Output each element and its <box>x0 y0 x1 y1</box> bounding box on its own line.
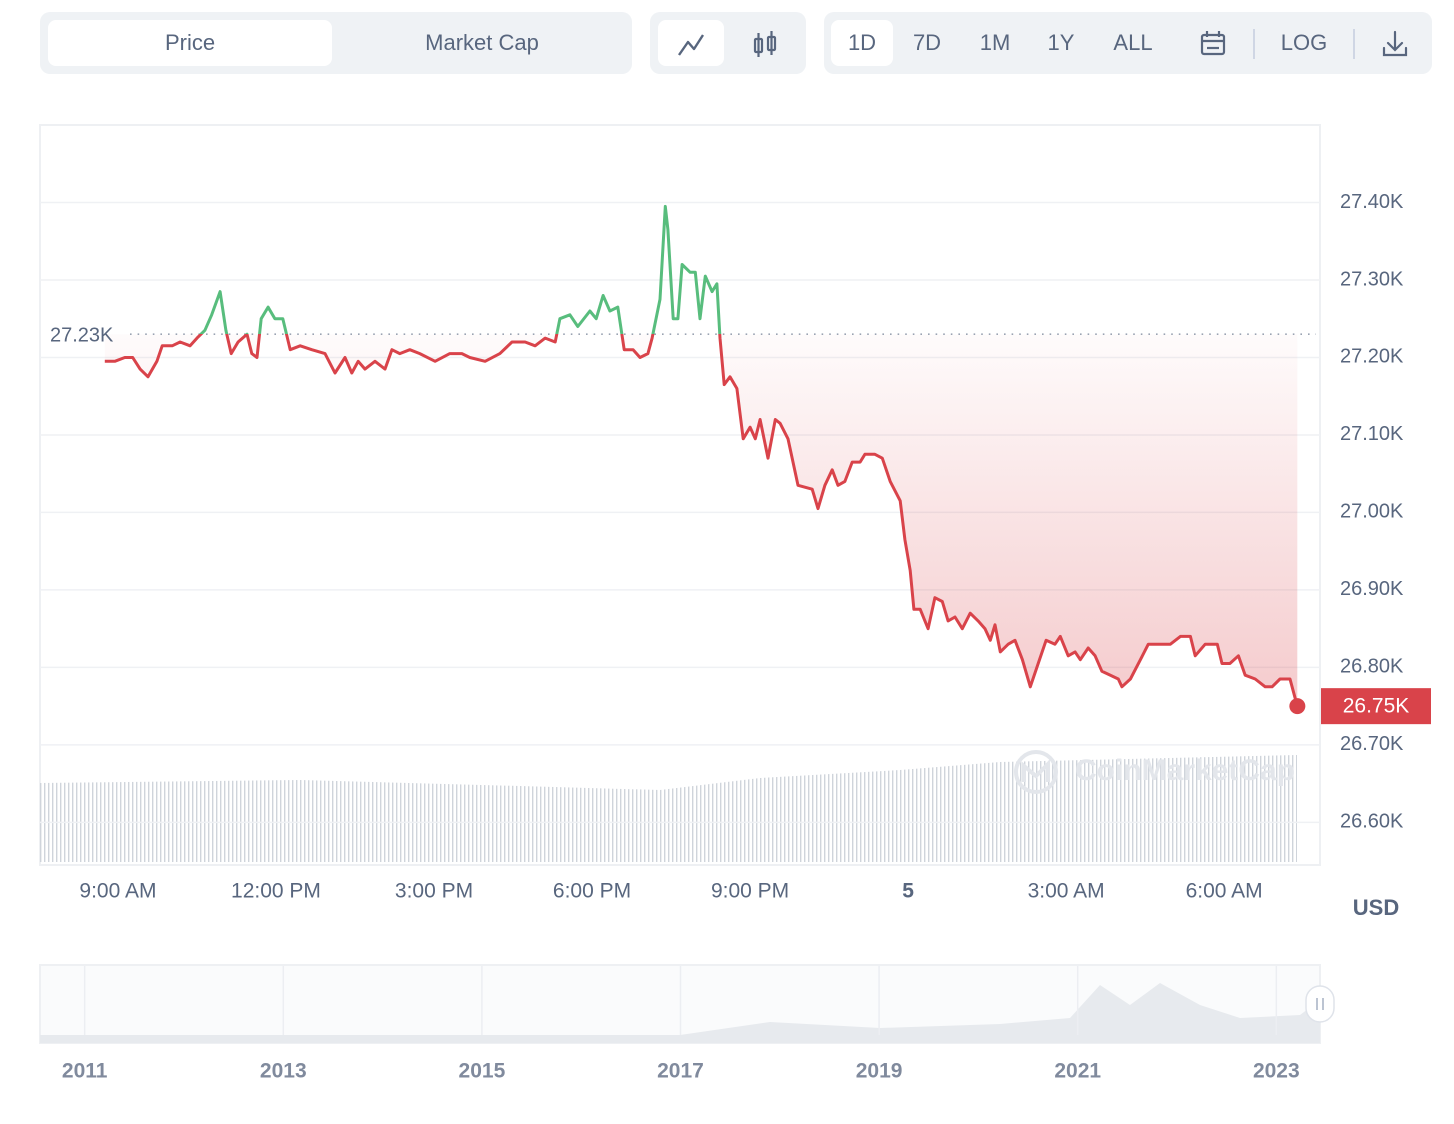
navigator-year: 2021 <box>1054 1060 1101 1083</box>
handle-grip <box>1316 998 1324 1010</box>
navigator-year: 2013 <box>260 1060 307 1083</box>
log-toggle[interactable]: LOG <box>1281 30 1327 55</box>
watermark: CoinMarketCap <box>1075 754 1295 787</box>
candle-icon[interactable] <box>753 31 777 57</box>
navigator-year: 2017 <box>657 1060 704 1083</box>
current-price-label: 26.75K <box>1343 695 1410 718</box>
last-point <box>1289 698 1306 715</box>
x-tick-label: 6:00 AM <box>1186 880 1263 903</box>
range-switch <box>824 12 1432 74</box>
line-chart-button[interactable] <box>658 20 724 66</box>
navigator-year: 2015 <box>459 1060 506 1083</box>
y-tick-label: 26.90K <box>1340 578 1404 600</box>
current-price-tag <box>1321 688 1431 725</box>
x-tick-label: 12:00 PM <box>231 880 321 903</box>
y-tick-label: 27.40K <box>1340 191 1404 213</box>
range-selected[interactable] <box>831 20 893 66</box>
mode-price[interactable]: Price <box>165 30 215 55</box>
range-all[interactable]: ALL <box>1113 30 1152 55</box>
x-tick-label: 3:00 PM <box>395 880 473 903</box>
watermark-logo <box>1014 750 1058 794</box>
x-tick-label: 6:00 PM <box>553 880 631 903</box>
mode-market-cap[interactable]: Market Cap <box>425 30 539 55</box>
currency-label: USD <box>1353 895 1399 920</box>
x-tick-label: 5 <box>902 880 914 903</box>
range-7d[interactable]: 7D <box>913 30 941 55</box>
download-icon[interactable] <box>1382 30 1408 57</box>
range-1y[interactable]: 1Y <box>1048 30 1075 55</box>
x-tick-label: 9:00 AM <box>79 880 156 903</box>
y-tick-label: 26.60K <box>1340 811 1404 833</box>
line-icon <box>678 34 705 56</box>
y-tick-label: 27.10K <box>1340 423 1404 445</box>
volume-bars <box>40 755 1297 862</box>
area-below-reference <box>104 334 1298 707</box>
plot-frame <box>39 124 1321 866</box>
navigator-handle[interactable] <box>1305 985 1335 1023</box>
navigator-year: 2011 <box>62 1060 108 1083</box>
reference-label: 27.23K <box>50 324 114 346</box>
x-tick-label: 9:00 PM <box>711 880 789 903</box>
calendar-icon[interactable] <box>1200 31 1226 56</box>
y-tick-label: 26.80K <box>1340 656 1404 678</box>
y-tick-label: 27.30K <box>1340 268 1404 290</box>
mode-selected[interactable] <box>48 20 332 66</box>
y-tick-label: 27.00K <box>1340 501 1404 523</box>
range-1d[interactable]: 1D <box>848 30 876 55</box>
price-line <box>104 204 1299 707</box>
y-tick-label: 26.70K <box>1340 733 1404 755</box>
navigator-year: 2023 <box>1253 1060 1300 1083</box>
navigator-area <box>40 983 1320 1043</box>
x-tick-label: 3:00 AM <box>1028 880 1105 903</box>
handle-body <box>1305 985 1335 1023</box>
navigator-year: 2019 <box>856 1060 903 1083</box>
y-tick-label: 27.20K <box>1340 346 1404 368</box>
range-1m[interactable]: 1M <box>980 30 1011 55</box>
